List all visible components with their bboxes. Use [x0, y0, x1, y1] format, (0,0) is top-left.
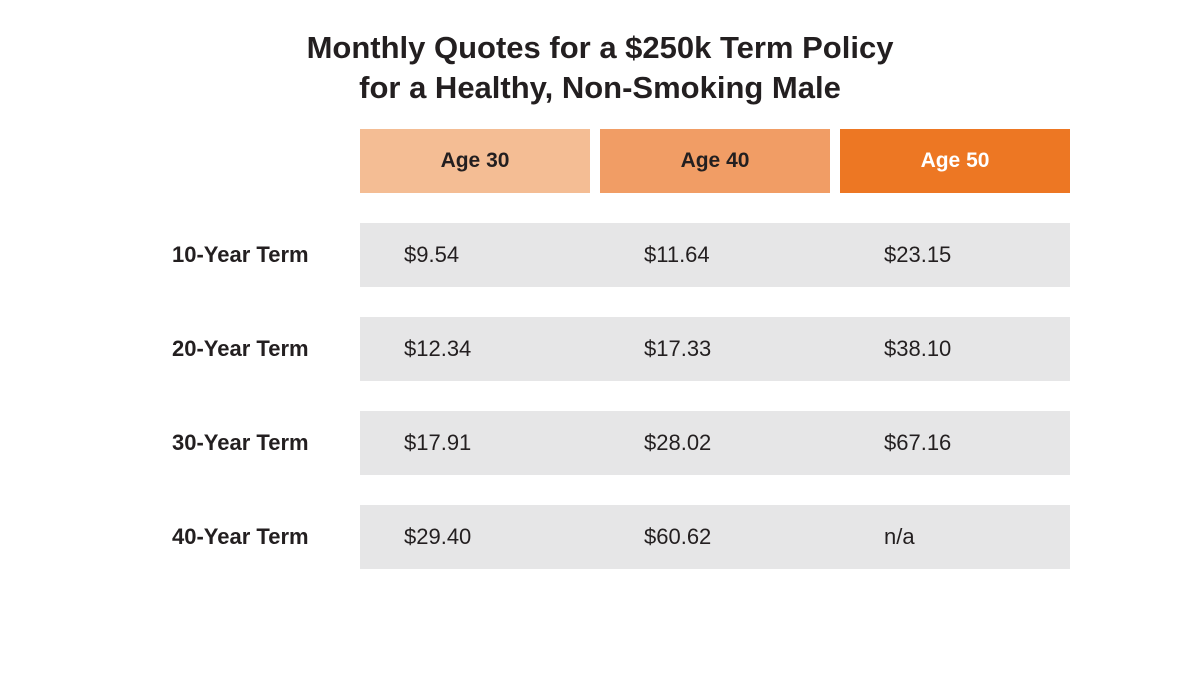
row-label-40yr: 40-Year Term	[130, 505, 350, 569]
row-band: $12.34 $17.33 $38.10	[360, 317, 1070, 381]
cell-40yr-age30: $29.40	[360, 505, 590, 569]
row-label-10yr: 10-Year Term	[130, 223, 350, 287]
column-header-age40: Age 40	[600, 129, 830, 193]
table-title: Monthly Quotes for a $250k Term Policy f…	[307, 28, 894, 109]
cell-20yr-age40: $17.33	[600, 317, 830, 381]
column-header-age50: Age 50	[840, 129, 1070, 193]
title-line-2: for a Healthy, Non-Smoking Male	[359, 70, 841, 105]
row-label-30yr: 30-Year Term	[130, 411, 350, 475]
table-header-row: Age 30 Age 40 Age 50	[130, 129, 1070, 193]
table-row: 30-Year Term $17.91 $28.02 $67.16	[130, 411, 1070, 475]
cell-30yr-age40: $28.02	[600, 411, 830, 475]
column-header-age30: Age 30	[360, 129, 590, 193]
table-row: 20-Year Term $12.34 $17.33 $38.10	[130, 317, 1070, 381]
cell-40yr-age50: n/a	[840, 505, 1070, 569]
cell-20yr-age30: $12.34	[360, 317, 590, 381]
cell-40yr-age40: $60.62	[600, 505, 830, 569]
cell-10yr-age40: $11.64	[600, 223, 830, 287]
cell-10yr-age30: $9.54	[360, 223, 590, 287]
table-row: 40-Year Term $29.40 $60.62 n/a	[130, 505, 1070, 569]
row-label-20yr: 20-Year Term	[130, 317, 350, 381]
cell-30yr-age30: $17.91	[360, 411, 590, 475]
cell-30yr-age50: $67.16	[840, 411, 1070, 475]
cell-20yr-age50: $38.10	[840, 317, 1070, 381]
cell-10yr-age50: $23.15	[840, 223, 1070, 287]
quotes-table: Age 30 Age 40 Age 50 10-Year Term $9.54 …	[130, 129, 1070, 599]
row-band: $29.40 $60.62 n/a	[360, 505, 1070, 569]
header-spacer	[130, 129, 350, 193]
row-band: $9.54 $11.64 $23.15	[360, 223, 1070, 287]
row-band: $17.91 $28.02 $67.16	[360, 411, 1070, 475]
table-row: 10-Year Term $9.54 $11.64 $23.15	[130, 223, 1070, 287]
title-line-1: Monthly Quotes for a $250k Term Policy	[307, 30, 894, 65]
